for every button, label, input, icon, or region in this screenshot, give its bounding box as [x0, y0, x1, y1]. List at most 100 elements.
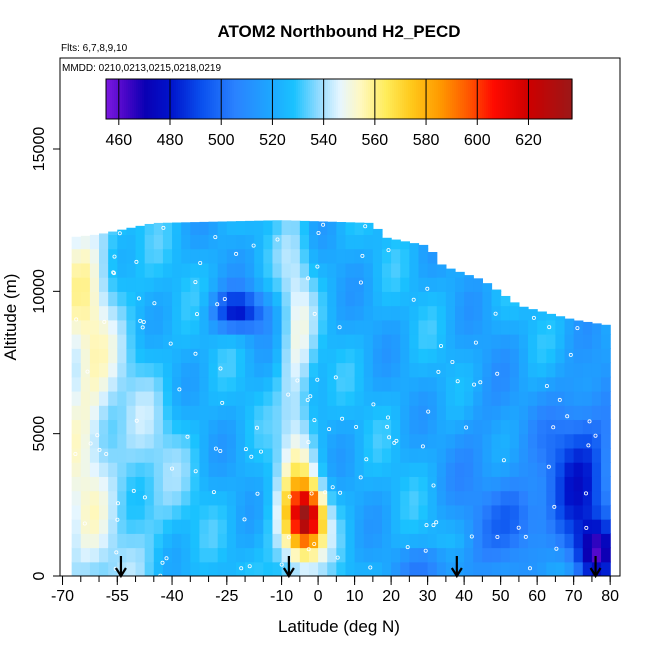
heatmap-cell — [455, 490, 465, 506]
heatmap-cell — [381, 248, 392, 264]
measurement-point — [218, 448, 223, 453]
measurement-point — [185, 434, 190, 439]
colorbar-swatch — [496, 79, 499, 119]
measurement-point — [547, 325, 552, 330]
colorbar-swatch — [448, 79, 451, 119]
heatmap-cell — [391, 547, 401, 563]
measurement-points — [73, 222, 598, 576]
heatmap-cell — [445, 476, 456, 492]
heatmap-cell — [71, 362, 82, 378]
heatmap-cell — [245, 220, 255, 235]
heatmap-cell — [235, 277, 246, 292]
heatmap-cell — [400, 533, 410, 549]
measurement-point — [193, 280, 198, 285]
heatmap-cell — [162, 447, 173, 463]
heatmap-cell — [290, 348, 301, 364]
heatmap-cell — [208, 362, 219, 378]
heatmap-cell — [108, 362, 118, 378]
heatmap-cell — [117, 519, 128, 534]
heatmap-cell — [208, 277, 219, 292]
heatmap-cell — [455, 319, 465, 335]
heatmap-cell — [418, 447, 429, 463]
colorbar-swatch — [442, 79, 445, 119]
x-tick-label: 20 — [382, 588, 400, 605]
heatmap-cell — [80, 476, 91, 492]
heatmap-cell — [245, 561, 255, 576]
x-tick-label: 70 — [565, 588, 583, 605]
heatmap-cell — [318, 221, 328, 235]
heatmap-cell — [445, 504, 456, 520]
heatmap-cell — [71, 348, 82, 364]
heatmap-cell — [528, 561, 538, 576]
colorbar-swatch — [246, 79, 249, 119]
heatmap-cell — [299, 547, 310, 563]
measurement-point — [315, 264, 320, 269]
heatmap-cell — [308, 362, 319, 378]
heatmap-cell — [162, 319, 173, 335]
heatmap-cell — [254, 362, 264, 378]
heatmap-cell — [455, 476, 465, 492]
colorbar-swatch — [216, 79, 219, 119]
heatmap-cell — [418, 319, 429, 335]
heatmap-cell — [582, 376, 593, 392]
heatmap-cell — [162, 405, 173, 421]
heatmap-cell — [400, 447, 410, 463]
heatmap-cell — [308, 334, 319, 349]
heatmap-cell — [281, 291, 292, 307]
heatmap-cell — [445, 268, 456, 278]
heatmap-cell — [464, 519, 474, 534]
measurement-point — [255, 491, 260, 496]
x-tick-label: -70 — [51, 588, 74, 605]
heatmap-cell — [71, 433, 82, 449]
heatmap-cell — [199, 305, 210, 321]
heatmap-cell — [135, 305, 146, 321]
colorbar-swatch — [420, 79, 423, 119]
heatmap-cell — [126, 405, 137, 421]
heatmap-cell — [546, 462, 557, 477]
heatmap-cell — [199, 334, 210, 349]
heatmap-cell — [582, 447, 593, 463]
heatmap-cell — [482, 348, 493, 364]
heatmap-cell — [135, 504, 146, 520]
heatmap-cell — [126, 533, 137, 549]
heatmap-cell — [573, 348, 584, 364]
heatmap-cell — [308, 462, 319, 477]
heatmap-cell — [126, 504, 137, 520]
measurement-point — [215, 302, 220, 307]
heatmap-cell — [318, 234, 328, 250]
heatmap-cell — [409, 433, 420, 449]
heatmap-cell — [436, 319, 447, 335]
heatmap-cell — [445, 490, 456, 506]
heatmap-cell — [418, 390, 429, 406]
colorbar-swatch — [240, 79, 243, 119]
heatmap-cell — [272, 234, 283, 250]
heatmap-cell — [272, 334, 283, 349]
colorbar-swatch — [426, 79, 429, 119]
colorbar-swatch — [390, 79, 393, 119]
heatmap-cell — [126, 476, 137, 492]
heatmap-cell — [436, 348, 447, 364]
heatmap-cell — [290, 362, 301, 378]
heatmap-cell — [391, 504, 401, 520]
y-tick-label: 0 — [31, 571, 48, 580]
heatmap-cell — [135, 462, 146, 477]
colorbar-swatch — [452, 79, 455, 119]
heatmap-cell — [144, 305, 155, 321]
heatmap-cell — [473, 362, 483, 378]
heatmap-cell — [546, 447, 557, 463]
heatmap-cell — [254, 490, 264, 506]
heatmap-cell — [445, 533, 456, 549]
heatmap-cell — [537, 561, 547, 576]
heatmap-cell — [491, 305, 502, 321]
heatmap-cell — [354, 376, 365, 392]
heatmap-cell — [181, 376, 191, 392]
heatmap-cell — [427, 305, 438, 321]
heatmap-cell — [409, 419, 420, 435]
heatmap-cell — [546, 490, 557, 506]
heatmap-cell — [318, 291, 328, 307]
heatmap-cell — [381, 447, 392, 463]
heatmap-cell — [528, 533, 538, 549]
heatmap-cell — [372, 419, 383, 435]
heatmap-cell — [345, 419, 356, 435]
heatmap-cell — [153, 447, 164, 463]
